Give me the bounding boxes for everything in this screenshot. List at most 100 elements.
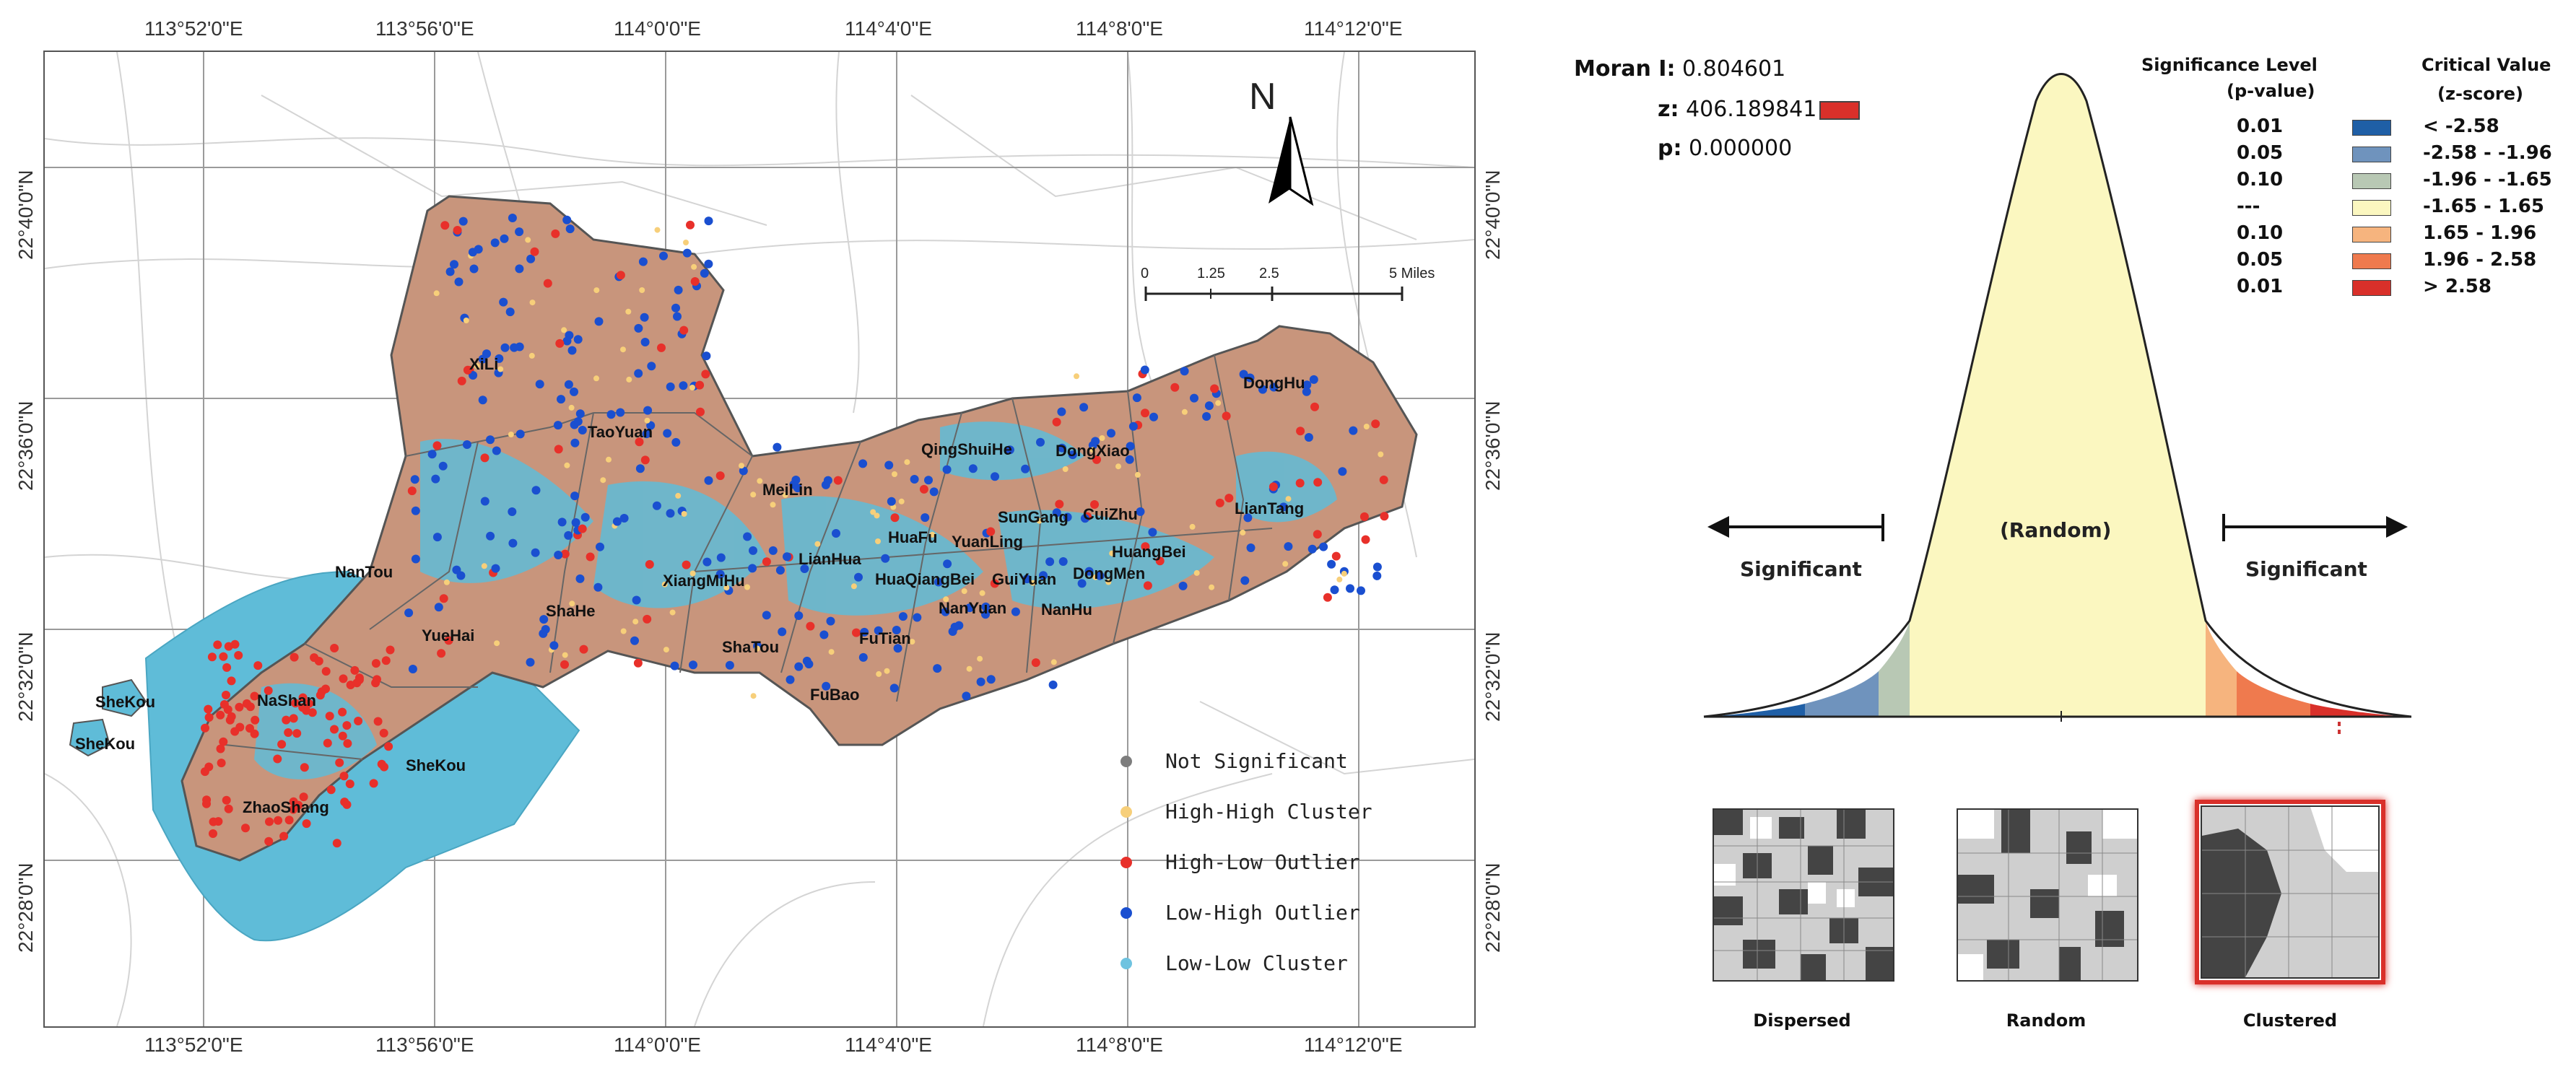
district-huaqiangbei: HuaQiangBei [875,570,975,588]
legend-high-high: High-High Cluster [1121,800,1372,824]
cluster-point [1148,528,1157,537]
cluster-point [715,569,725,579]
cluster-point [913,613,922,622]
cluster-point [570,438,580,447]
cluster-point [480,497,489,506]
cluster-point [434,603,443,612]
cluster-point [230,727,240,736]
district-qingshuihe: QingShuiHe [921,440,1012,458]
cluster-point [1319,542,1328,551]
sig-header-left-2: (p-value) [2227,81,2315,101]
cluster-point [1357,586,1365,595]
lon-tick-top-4: 114°4'0"E [845,17,932,40]
legend-high-low: High-Low Outlier [1121,850,1360,874]
sig-row-z: > 2.58 [2423,276,2492,297]
cluster-point [571,518,580,527]
tail-left-001 [1704,704,1805,717]
lat-tick-right-4: 22°28'0"N [1481,862,1504,953]
cluster-point [456,571,466,580]
cluster-point [1080,514,1089,523]
cluster-point [723,585,730,591]
cluster-point [526,254,536,263]
cluster-point [1068,450,1077,460]
sig-row-p: 0.05 [2237,249,2284,271]
cluster-point [200,767,209,777]
sig-color-swatch [2352,147,2391,162]
cluster-point [500,343,510,352]
cluster-point [671,303,680,313]
cluster-point [1243,513,1253,523]
cluster-point [654,227,661,233]
cluster-point [314,657,323,665]
cluster-point [909,639,915,645]
cluster-point [682,560,691,569]
district-shekou-2: SheKou [75,735,136,753]
sig-color-swatch [2352,173,2391,189]
cluster-point [962,691,971,701]
cluster-point [775,566,785,575]
lon-tick-bottom-5: 114°8'0"E [1076,1034,1163,1056]
cluster-point [1125,455,1134,464]
sig-row-p: 0.10 [2237,222,2284,244]
cluster-point [800,564,809,573]
cluster-point [323,738,332,748]
cluster-point [579,645,588,654]
cluster-point [1170,383,1180,392]
cluster-point [284,816,294,825]
cluster-point [241,824,250,833]
cluster-point [1341,570,1347,577]
cluster-point [762,611,771,620]
cluster-point [671,437,681,447]
cluster-point [991,472,999,481]
cluster-point [342,800,352,809]
dispersed-pattern-icon [1714,810,1893,980]
cluster-point [284,728,293,737]
cluster-point [1246,543,1256,552]
cluster-point [300,763,309,772]
cluster-point [750,693,757,699]
cluster-point [439,594,448,603]
cluster-point [1092,455,1101,464]
legend-dot-icon [1121,805,1132,818]
road-network [45,52,1474,1026]
cluster-point [739,466,748,476]
cluster-point [1258,385,1267,394]
cluster-point [330,725,339,734]
cluster-point [822,681,831,691]
cluster-point [408,665,417,673]
cluster-point [689,660,697,670]
cluster-point [593,582,603,592]
cluster-point [235,702,244,712]
cluster-point [757,478,763,484]
district-liantang: LianTang [1235,499,1305,517]
lon-tick-bottom-6: 114°12'0"E [1304,1034,1403,1056]
cluster-point [450,260,458,269]
cluster-point [549,641,559,650]
cluster-point [750,492,757,498]
cluster-point [819,630,829,639]
cluster-point [578,426,587,434]
cluster-point [453,226,462,235]
cluster-point [567,346,577,355]
cluster-point [562,652,568,658]
cluster-point [702,557,712,567]
cluster-point [1022,575,1032,584]
dispersed-pattern-thumb [1713,808,1894,982]
cluster-point [700,268,709,278]
cluster-point [508,507,517,516]
district-shekou-1: SheKou [95,693,156,711]
cluster-point [427,450,437,459]
sig-color-swatch [2352,253,2391,269]
cluster-point [321,667,331,676]
cluster-point [642,429,651,439]
lat-tick-right-2: 22°36'0"N [1481,401,1504,491]
cluster-point [1304,433,1313,442]
cluster-point [222,691,230,699]
cluster-point [561,327,567,333]
cluster-point [515,264,524,274]
cluster-point [1132,393,1141,403]
cluster-point [562,336,572,346]
cluster-point [573,335,583,344]
cluster-point [469,371,478,380]
sig-row-z: -1.96 - -1.65 [2423,169,2552,191]
